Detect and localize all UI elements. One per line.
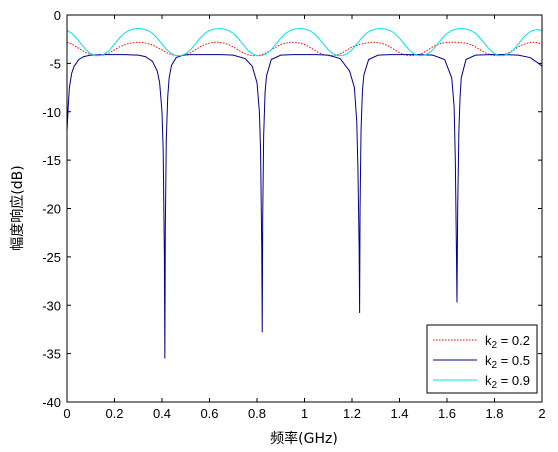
y-tick-label: -25 — [42, 250, 61, 265]
x-tick-label: 1.8 — [485, 406, 503, 421]
x-tick-label: 0 — [63, 406, 70, 421]
series-line-3 — [67, 28, 542, 57]
x-tick-label: 1.4 — [390, 406, 408, 421]
legend-box — [426, 324, 538, 394]
x-tick-label: 0.4 — [153, 406, 171, 421]
y-tick-label: -20 — [42, 202, 61, 217]
x-tick-label: 1.2 — [343, 406, 361, 421]
y-tick-label: -35 — [42, 347, 61, 362]
legend-label-2: k2 = 0.5 — [485, 353, 530, 371]
y-tick-label: 0 — [54, 8, 61, 23]
x-tick-label: 0.2 — [105, 406, 123, 421]
x-tick-label: 1.6 — [438, 406, 456, 421]
y-axis-title: 幅度响应(dB) — [9, 165, 26, 250]
y-tick-label: -40 — [42, 395, 61, 410]
x-tick-label: 0.8 — [248, 406, 266, 421]
legend-label-1: k2 = 0.2 — [485, 333, 530, 351]
y-axis: 0 -5 -10 -15 -20 -25 -30 -35 -40 — [42, 8, 542, 410]
series-group — [67, 28, 542, 359]
series-line-2 — [67, 54, 542, 359]
legend: k2 = 0.2 k2 = 0.5 k2 = 0.9 — [426, 324, 538, 394]
y-tick-label: -10 — [42, 105, 61, 120]
x-tick-label: 2 — [538, 406, 545, 421]
y-tick-label: -5 — [49, 56, 61, 71]
legend-label-3: k2 = 0.9 — [485, 373, 530, 391]
y-tick-label: -15 — [42, 153, 61, 168]
y-tick-label: -30 — [42, 298, 61, 313]
x-axis-title: 频率(GHz) — [270, 430, 338, 447]
x-axis: 0 0.2 0.4 0.6 0.8 1 1.2 1.4 1.6 1.8 2 — [63, 15, 546, 421]
x-tick-label: 1 — [301, 406, 308, 421]
x-tick-label: 0.6 — [200, 406, 218, 421]
